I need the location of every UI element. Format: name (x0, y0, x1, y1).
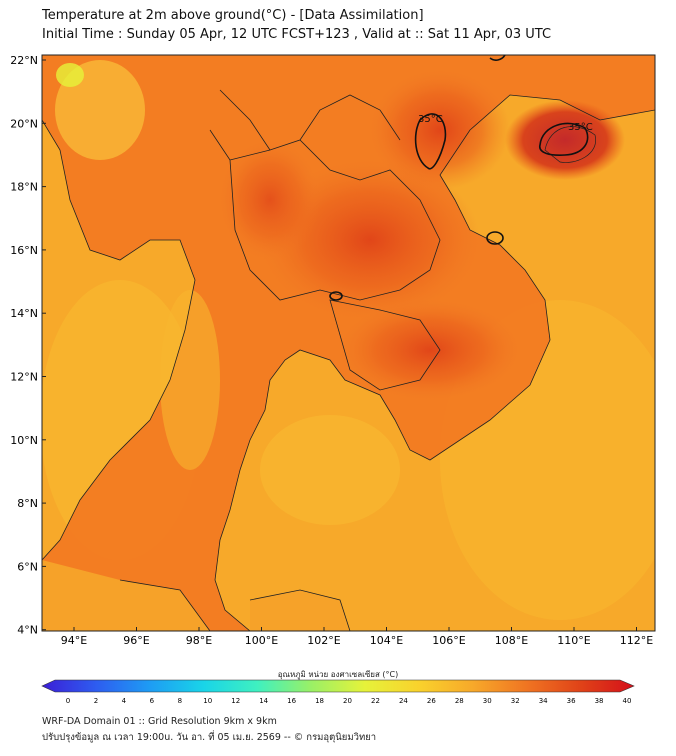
lat-label: 14°N (10, 307, 38, 320)
lon-label: 98°E (186, 634, 212, 647)
colorbar-tick-label: 34 (539, 697, 548, 705)
longitude-axis: 94°E 96°E 98°E 100°E 102°E 104°E 106°E 108°E 110… (61, 627, 653, 647)
hot-region-cambodia (340, 300, 520, 400)
colorbar-tick-label: 22 (371, 697, 380, 705)
lat-label: 20°N (10, 117, 38, 130)
lat-label: 4°N (17, 624, 38, 637)
colorbar-tick-label: 40 (623, 697, 632, 705)
lat-label: 22°N (10, 54, 38, 67)
colorbar-tick-label: 20 (343, 697, 352, 705)
lon-label: 104°E (370, 634, 403, 647)
contour-35c (329, 55, 589, 301)
footer-update-info: ปรับปรุงข้อมูล ณ เวลา 19:00u. วัน อา. ที… (42, 732, 377, 743)
colorbar-label: อุณหภูมิ หน่วย องศาเซลเซียส (°C) (277, 670, 399, 679)
lon-label: 96°E (123, 634, 149, 647)
colorbar-tick-label: 36 (567, 697, 576, 705)
hot-region-north-thailand (220, 140, 320, 260)
lon-label: 94°E (61, 634, 87, 647)
lat-label: 8°N (17, 497, 38, 510)
lon-label: 108°E (495, 634, 528, 647)
latitude-axis: 22°N 20°N 18°N 16°N 14°N 12°N 10°N 8°N 6°N 4°N (10, 54, 46, 637)
borneo-land (250, 590, 350, 631)
hot-region-north-vietnam (370, 70, 510, 190)
colorbar-tick-label: 2 (94, 697, 98, 705)
lon-label: 112°E (620, 634, 653, 647)
cool-spot (56, 63, 84, 87)
colorbar-tick-label: 18 (315, 697, 324, 705)
colorbar (41, 679, 635, 693)
colorbar-tick-label: 12 (231, 697, 240, 705)
colorbar-tick-label: 38 (595, 697, 604, 705)
colorbar-tick-label: 10 (203, 697, 212, 705)
map-frame (41, 54, 656, 632)
lat-label: 12°N (10, 371, 38, 384)
colorbar-tick-label: 32 (511, 697, 520, 705)
lat-label: 6°N (17, 560, 38, 573)
contour-label-vietnam: 35°C (418, 114, 443, 125)
colorbar-tick-label: 26 (427, 697, 436, 705)
colorbar-tick-label: 28 (455, 697, 464, 705)
lat-label: 18°N (10, 181, 38, 194)
colorbar-ticks: 0 2 4 6 8 10 12 14 16 18 20 22 24 26 28 30 32 34 36 38 40 (66, 697, 632, 705)
gulf-of-thailand (260, 415, 400, 525)
colorbar-tick-label: 14 (259, 697, 268, 705)
colorbar-tick-label: 6 (150, 697, 155, 705)
contour-label-hainan: 35°C (568, 122, 593, 133)
lat-label: 16°N (10, 244, 38, 257)
colorbar-tick-label: 0 (66, 697, 70, 705)
hot-region-hainan (505, 100, 625, 180)
tenasserim-coast (160, 290, 220, 470)
map-title: Temperature at 2m above ground(°C) - [Da… (42, 8, 424, 23)
lon-label: 110°E (557, 634, 590, 647)
footer-model-info: WRF-DA Domain 01 :: Grid Resolution 9km … (42, 716, 277, 727)
colorbar-tick-label: 16 (287, 697, 296, 705)
colorbar-tick-label: 8 (178, 697, 182, 705)
lat-label: 10°N (10, 434, 38, 447)
sumatra-land (42, 560, 210, 631)
colorbar-tick-label: 30 (483, 697, 492, 705)
colorbar-tick-label: 4 (122, 697, 127, 705)
map-subtitle: Initial Time : Sunday 05 Apr, 12 UTC FCS… (42, 27, 552, 42)
colorbar-tick-label: 24 (399, 697, 408, 705)
lon-label: 100°E (245, 634, 278, 647)
lon-label: 102°E (307, 634, 340, 647)
lon-label: 106°E (432, 634, 465, 647)
